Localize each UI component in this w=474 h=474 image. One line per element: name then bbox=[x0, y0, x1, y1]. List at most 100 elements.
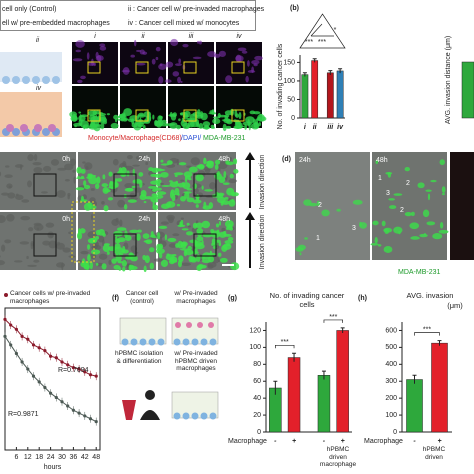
cell bbox=[388, 198, 395, 201]
cell bbox=[423, 233, 427, 236]
x-tick-label: + bbox=[292, 438, 296, 445]
error-bar bbox=[340, 327, 345, 333]
roi-box bbox=[135, 61, 149, 74]
panel-label: (d) bbox=[282, 156, 291, 163]
roi-box bbox=[193, 173, 217, 197]
cell bbox=[99, 45, 107, 51]
cell bbox=[8, 185, 12, 189]
cell bbox=[295, 247, 304, 252]
x-tick-label: - bbox=[323, 438, 326, 445]
cell bbox=[104, 189, 111, 193]
cell bbox=[195, 222, 204, 229]
cell bbox=[113, 114, 119, 120]
cell bbox=[90, 249, 101, 255]
track-marker: 1 bbox=[316, 235, 320, 242]
cell bbox=[160, 203, 170, 209]
significance-bracket bbox=[323, 319, 344, 323]
cell bbox=[130, 195, 134, 200]
cell-icon bbox=[12, 76, 20, 84]
cell bbox=[125, 255, 133, 260]
series-line bbox=[4, 336, 97, 423]
cell bbox=[304, 237, 308, 240]
cell bbox=[127, 199, 137, 203]
cell bbox=[143, 265, 147, 273]
y-tick-label: 40 bbox=[253, 395, 261, 402]
bar bbox=[431, 342, 448, 433]
legend-item: cell only (Control) bbox=[2, 6, 56, 13]
plot-frame bbox=[4, 307, 101, 451]
y-tick-label: 20 bbox=[253, 412, 261, 419]
cell bbox=[132, 168, 136, 177]
cell bbox=[208, 256, 215, 263]
cell bbox=[75, 187, 85, 191]
cell bbox=[143, 201, 147, 204]
cell bbox=[42, 240, 51, 246]
cell-icon bbox=[200, 338, 208, 346]
cell bbox=[75, 49, 82, 53]
bar bbox=[317, 375, 331, 433]
cell bbox=[359, 221, 362, 227]
cell bbox=[210, 126, 216, 129]
cell bbox=[114, 243, 121, 250]
cell bbox=[151, 58, 156, 65]
cell bbox=[158, 225, 168, 229]
error-bar bbox=[437, 340, 442, 346]
significance: *** bbox=[305, 39, 313, 46]
cell bbox=[157, 115, 163, 122]
cell bbox=[149, 262, 155, 270]
cell bbox=[168, 243, 178, 248]
cell bbox=[204, 124, 210, 130]
cell bbox=[164, 234, 168, 241]
cell bbox=[172, 233, 180, 237]
cell bbox=[181, 228, 189, 231]
cell bbox=[116, 178, 123, 182]
cell bbox=[103, 243, 110, 246]
cell bbox=[321, 209, 330, 217]
cell bbox=[99, 43, 106, 47]
cell bbox=[241, 50, 248, 54]
cell bbox=[247, 70, 256, 73]
cell bbox=[417, 182, 425, 189]
cell bbox=[226, 226, 229, 230]
cell bbox=[7, 192, 16, 199]
cell bbox=[115, 236, 118, 241]
cell bbox=[439, 222, 444, 229]
cell bbox=[129, 264, 135, 270]
cell bbox=[155, 248, 165, 255]
cell bbox=[370, 242, 379, 246]
cell bbox=[112, 158, 119, 166]
cell bbox=[45, 222, 55, 228]
legend-box bbox=[0, 0, 256, 31]
cell bbox=[33, 166, 43, 174]
significance: *** bbox=[281, 339, 289, 346]
panel-label: (h) bbox=[358, 295, 367, 302]
cell bbox=[41, 191, 48, 194]
cell bbox=[196, 227, 204, 235]
cell bbox=[156, 168, 163, 172]
cell bbox=[0, 260, 6, 266]
cell bbox=[212, 118, 221, 125]
cell bbox=[158, 243, 164, 250]
cell bbox=[195, 204, 199, 208]
cell bbox=[387, 172, 392, 178]
roi-box bbox=[231, 61, 245, 74]
group-label: hPBMC driven bbox=[422, 446, 446, 461]
cell bbox=[138, 172, 144, 177]
cell bbox=[136, 233, 141, 241]
cell bbox=[167, 237, 177, 243]
error-bar bbox=[292, 352, 297, 362]
cell bbox=[173, 172, 184, 176]
y-tick-label: 80 bbox=[253, 361, 261, 368]
cell bbox=[0, 215, 6, 224]
track-marker: 3 bbox=[386, 190, 390, 197]
cell bbox=[63, 154, 66, 163]
caption: MDA-MB-231 bbox=[398, 269, 441, 276]
caption-part: MDA-MB-231 bbox=[203, 135, 246, 142]
cell bbox=[228, 178, 237, 184]
cell bbox=[70, 158, 77, 166]
chart-title: AVG. invasion bbox=[406, 291, 454, 300]
cell bbox=[135, 155, 144, 161]
cell bbox=[83, 202, 92, 211]
roi-box bbox=[231, 109, 245, 122]
time-label: 48h bbox=[218, 156, 230, 163]
